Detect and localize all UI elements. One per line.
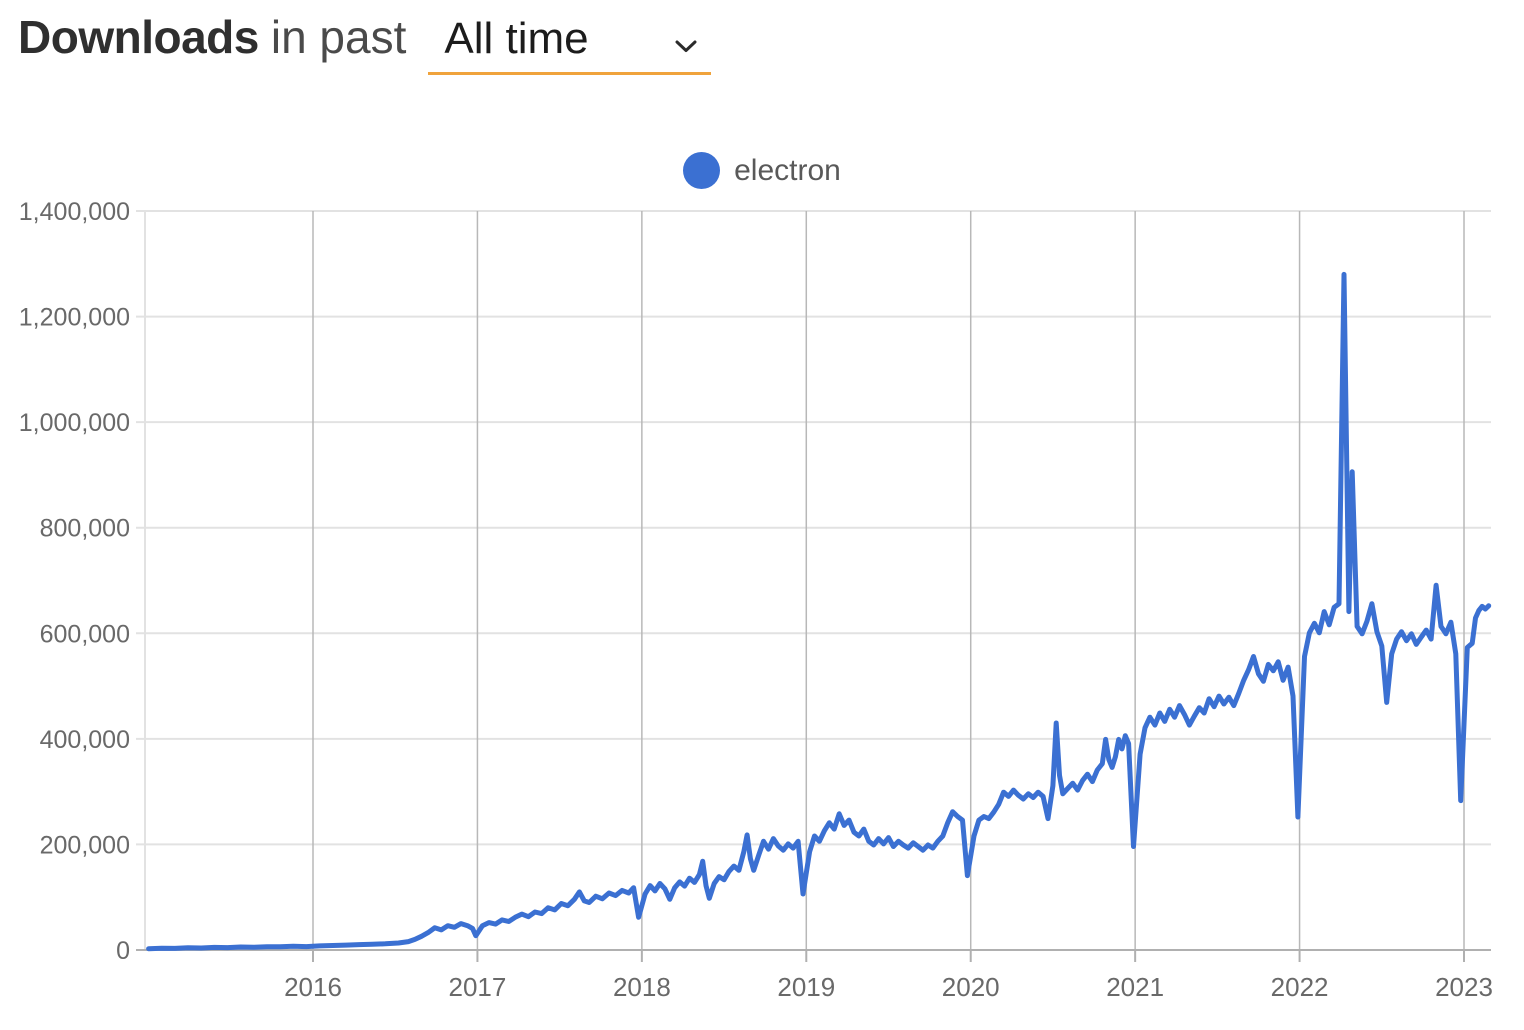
legend-item-electron[interactable]: electron	[0, 152, 1524, 189]
chart-header: Downloads in past All time	[18, 10, 712, 75]
time-range-value: All time	[444, 14, 589, 63]
legend-dot-icon	[683, 152, 721, 189]
time-range-select[interactable]: All time	[428, 14, 712, 75]
x-tick-label: 2016	[284, 972, 342, 1002]
series-line-electron[interactable]	[146, 271, 1492, 952]
x-tick-label: 2022	[1271, 972, 1329, 1002]
x-tick-label: 2018	[613, 972, 671, 1002]
y-tick-label: 1,000,000	[19, 409, 130, 437]
x-tick-label: 2020	[942, 972, 1000, 1002]
y-tick-label: 800,000	[40, 515, 130, 543]
x-tick-label: 2017	[449, 972, 507, 1002]
y-tick-label: 1,200,000	[19, 304, 130, 332]
y-tick-label: 400,000	[40, 726, 130, 754]
y-tick-label: 1,400,000	[19, 198, 130, 226]
axis-labels: 0 200,000 400,000 600,000 800,000 1,000,000 1,…	[19, 198, 1493, 1002]
x-tick-label: 2021	[1106, 972, 1164, 1002]
y-tick-label: 200,000	[40, 831, 130, 859]
axes	[136, 949, 1491, 962]
x-tick-label: 2023	[1435, 972, 1493, 1002]
x-tick-label: 2019	[777, 972, 835, 1002]
y-tick-label: 600,000	[40, 620, 130, 648]
chevron-down-icon	[675, 40, 697, 52]
page-title: Downloads	[18, 11, 259, 63]
legend-label: electron	[734, 153, 841, 187]
y-tick-label: 0	[116, 937, 130, 965]
page-title-suffix: in past	[270, 11, 407, 63]
